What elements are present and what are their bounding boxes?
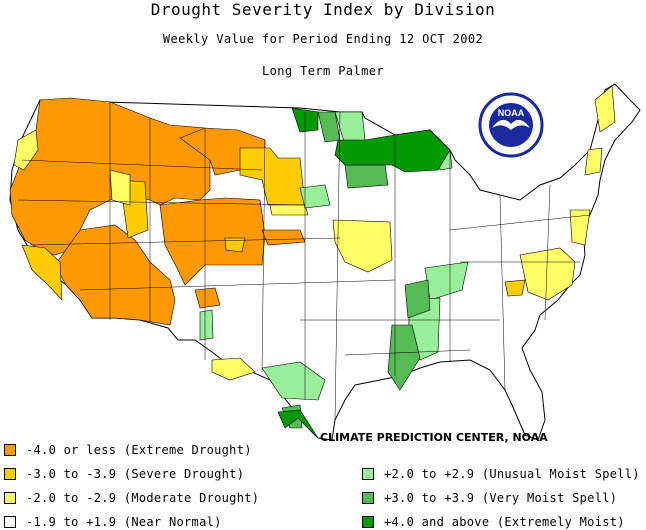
legend-swatch (362, 468, 374, 480)
legend-item-moderate-drought: -2.0 to -2.9 (Moderate Drought) (4, 491, 259, 505)
legend-item-extreme-drought: -4.0 or less (Extreme Drought) (4, 443, 252, 457)
index-name: Long Term Palmer (262, 64, 384, 78)
legend-item-very-moist: +3.0 to +3.9 (Very Moist Spell) (362, 491, 617, 505)
legend-swatch (362, 492, 374, 504)
credit-label: CLIMATE PREDICTION CENTER, NOAA (320, 431, 548, 444)
legend-item-unusual-moist: +2.0 to +2.9 (Unusual Moist Spell) (362, 467, 640, 481)
legend-item-near-normal: -1.9 to +1.9 (Near Normal) (4, 515, 222, 529)
map-title: Drought Severity Index by Division (150, 0, 496, 19)
legend-label: +2.0 to +2.9 (Unusual Moist Spell) (384, 467, 640, 481)
us-drought-map (9, 83, 641, 440)
division-boundaries (17, 102, 591, 421)
legend-swatch (4, 516, 16, 528)
legend-label: -3.0 to -3.9 (Severe Drought) (26, 467, 245, 481)
legend-item-severe-drought: -3.0 to -3.9 (Severe Drought) (4, 467, 244, 481)
map-subtitle: Weekly Value for Period Ending 12 OCT 20… (162, 32, 484, 46)
noaa-logo-text: NOAA (498, 108, 525, 118)
legend-label: -4.0 or less (Extreme Drought) (26, 443, 252, 457)
legend-label: -1.9 to +1.9 (Near Normal) (26, 515, 222, 529)
legend-label: -2.0 to -2.9 (Moderate Drought) (26, 491, 260, 505)
moderate-drought-regions (13, 85, 616, 381)
legend-swatch (362, 516, 374, 528)
legend-swatch (4, 492, 16, 504)
legend-swatch (4, 444, 16, 456)
legend-swatch (4, 468, 16, 480)
noaa-seagull-logo: NOAA (478, 92, 544, 158)
legend-item-extremely-moist: +4.0 and above (Extremely Moist) (362, 515, 625, 529)
legend-label: +3.0 to +3.9 (Very Moist Spell) (384, 491, 618, 505)
legend-label: +4.0 and above (Extremely Moist) (384, 515, 625, 529)
